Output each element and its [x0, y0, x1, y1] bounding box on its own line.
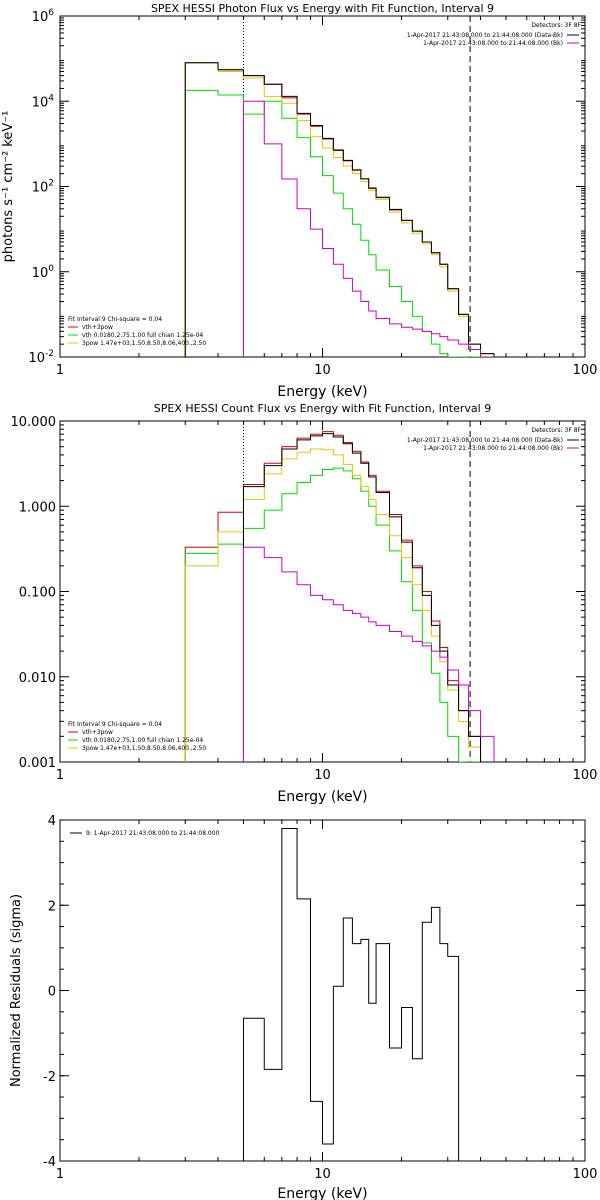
plot-frame [59, 15, 586, 358]
y-tick-label: 0.100 [19, 586, 56, 601]
y-tick-label: 4 [48, 814, 56, 829]
x-tick-label: 10 [314, 768, 331, 783]
y-tick-label: 1.000 [19, 500, 56, 515]
legend-bottom-left: Fit Interval 9 Chi-square = 0.04vth+3pow… [68, 721, 206, 752]
y-tick-exponent: 2 [48, 179, 54, 189]
legend-entry-label: 1-Apr-2017 21:43:08.000 to 21:44:08.000 … [423, 40, 563, 47]
legend-entry-label: 1-Apr-2017 21:43:08.000 to 21:44:08.000 … [423, 445, 563, 452]
y-tick-label: -4 [43, 1155, 56, 1170]
y-tick-base: 10 [32, 10, 49, 25]
series-group [242, 828, 460, 1161]
y-tick-label: 102 [32, 179, 54, 196]
legend-detectors-header: Detectors: 3F 8F [531, 22, 581, 29]
y-axis-label: Normalized Residuals (sigma) [9, 894, 24, 1087]
y-tick-label: 0.010 [19, 671, 56, 686]
legend-entry-label: 1-Apr-2017 21:43:08.000 to 21:44:08.000 … [407, 32, 563, 39]
legend-fit-header: Fit Interval 9 Chi-square = 0.04 [68, 721, 162, 728]
y-tick-exponent: 6 [48, 8, 54, 18]
series-9-1-apr-2017-21-43-08-000-to-21-44-08-000 [242, 828, 460, 1161]
legend-residuals: 9: 1-Apr-2017 21:43:08.000 to 21:44:08.0… [70, 830, 220, 837]
chart-title: SPEX HESSI Photon Flux vs Energy with Fi… [151, 2, 494, 15]
x-tick-label: 1 [56, 1167, 64, 1182]
y-tick-label: 10.000 [11, 415, 57, 430]
x-tick-label: 1 [56, 363, 64, 378]
legend-entry-label: vth 0.0180,2.75,1.00 full chian 1.25e-04 [82, 737, 203, 744]
x-tick-label: 100 [573, 363, 598, 378]
y-tick-label: 0.001 [19, 756, 56, 771]
legend-top-right: Detectors: 3F 8F 1-Apr-2017 21:43:08.000 … [407, 427, 582, 452]
legend-detectors-header: Detectors: 3F 8F [531, 427, 581, 434]
series-3pow [184, 62, 495, 357]
y-tick-base: 10 [32, 181, 49, 196]
series-bk [242, 546, 495, 762]
x-tick-label: 1 [56, 768, 64, 783]
series-group [184, 62, 495, 357]
y-tick-exponent: 4 [48, 93, 54, 103]
legend-entry-label: 1-Apr-2017 21:43:08.000 to 21:44:08.000 … [407, 437, 563, 444]
y-tick-label: -2 [43, 1070, 56, 1085]
y-tick-base: 10 [28, 351, 45, 366]
legend-top-right: Detectors: 3F 8F 1-Apr-2017 21:43:08.000 … [407, 22, 582, 47]
legend-entry-label: 3pow 1.47e+03,1.50,8.50,8.06,400.,2.50 [82, 745, 206, 752]
y-tick-label: 0 [48, 985, 56, 1000]
series-vth [184, 467, 495, 762]
y-tick-label: 100 [32, 264, 55, 281]
series-data-bk [184, 62, 495, 357]
x-tick-label: 10 [314, 363, 331, 378]
x-tick-label: 10 [314, 1167, 331, 1182]
legend-entry-label: 3pow 1.47e+03,1.50,8.50,8.06,400.,2.50 [82, 340, 206, 347]
y-tick-base: 10 [32, 266, 49, 281]
series-data-bk [242, 433, 495, 762]
x-tick-label: 100 [573, 1167, 598, 1182]
x-tick-label: 100 [573, 768, 598, 783]
y-tick-label: 2 [48, 899, 56, 914]
y-tick-exponent: 0 [48, 264, 54, 274]
series-group [184, 431, 495, 762]
y-tick-label: 104 [32, 93, 55, 110]
legend-entry-label: vth 0.0180,2.75,1.00 full chian 1.25e-04 [82, 332, 203, 339]
y-axis-label: photons s⁻¹ cm⁻² keV⁻¹ [1, 111, 16, 263]
series-bk [242, 100, 495, 357]
y-tick-exponent: -2 [45, 349, 54, 359]
panel-2: SPEX HESSI Count Flux vs Energy with Fit… [11, 402, 598, 805]
series-vth-3pow [184, 62, 495, 357]
y-tick-label: 10-2 [28, 349, 54, 366]
legend-bottom-left: Fit Interval 9 Chi-square = 0.04vth+3pow… [68, 316, 206, 347]
legend-entry-label: vth+3pow [82, 324, 113, 331]
legend-entry-label: vth+3pow [82, 729, 113, 736]
y-tick-label: 106 [32, 8, 55, 25]
panel-1: SPEX HESSI Photon Flux vs Energy with Fi… [1, 2, 597, 400]
legend-fit-header: Fit Interval 9 Chi-square = 0.04 [68, 316, 162, 323]
panel-3: 1 10 100 -4 -2 0 2 4 Energy (keV) Normalized Resi… [9, 814, 597, 1200]
chart-title: SPEX HESSI Count Flux vs Energy with Fit… [154, 402, 491, 415]
y-tick-base: 10 [32, 95, 49, 110]
x-axis-label: Energy (keV) [277, 1186, 367, 1200]
legend-entry-label: 9: 1-Apr-2017 21:43:08.000 to 21:44:08.0… [86, 830, 220, 837]
series-vth [184, 89, 495, 357]
x-axis-label: Energy (keV) [277, 384, 367, 400]
x-axis-label: Energy (keV) [277, 789, 367, 805]
